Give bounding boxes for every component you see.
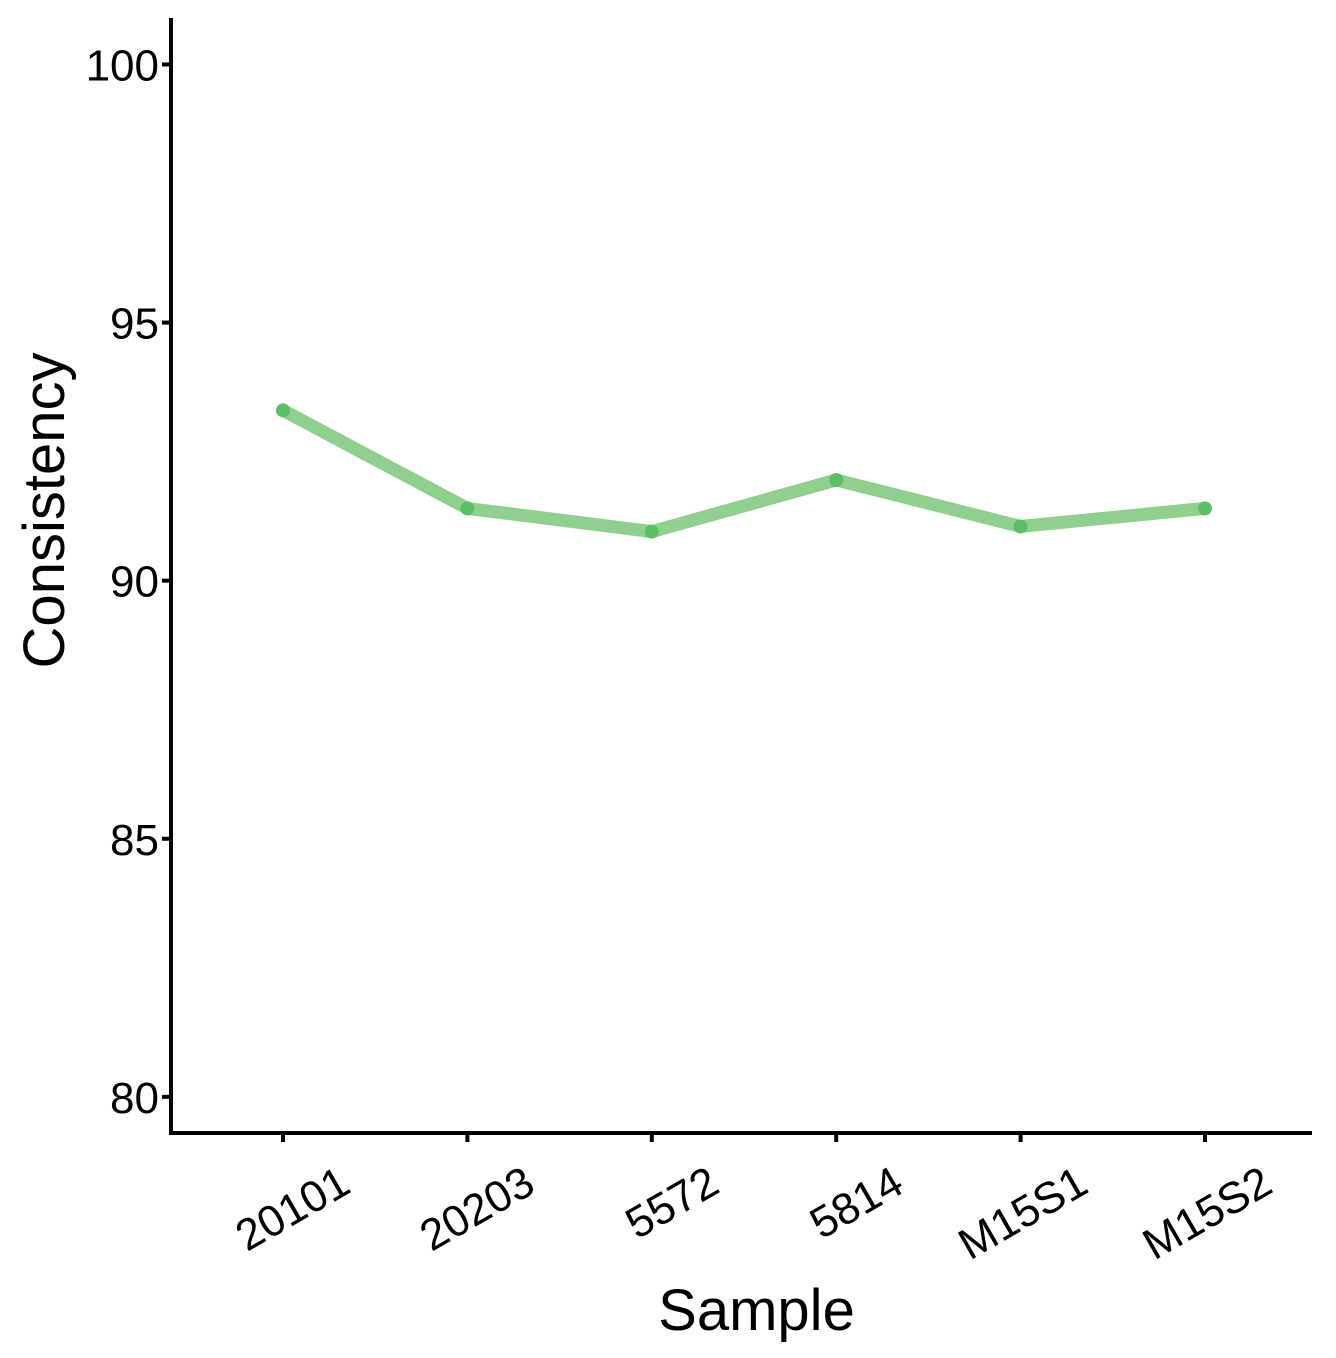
x-tick-label: M15S1: [950, 1157, 1095, 1269]
y-axis-title: Consistency: [12, 353, 77, 669]
x-tick-label: 20203: [412, 1157, 542, 1261]
data-point: [829, 473, 844, 488]
x-tick-label: 5572: [618, 1157, 727, 1248]
data-point: [276, 403, 290, 418]
y-tick-label: 80: [110, 1074, 159, 1123]
data-point: [644, 524, 659, 539]
series-line: [276, 403, 1212, 539]
x-axis-title: Sample: [658, 1278, 855, 1343]
x-axis-ticks: 20101 20203 5572 5814 M15S1 M15S2: [228, 1133, 1280, 1269]
y-tick-label: 90: [110, 558, 159, 607]
x-tick-label: M15S2: [1135, 1157, 1280, 1269]
data-point: [1013, 519, 1028, 534]
plot-area: [276, 403, 1212, 539]
y-tick-label: 95: [110, 300, 159, 349]
data-point: [460, 501, 475, 516]
y-tick-label: 100: [86, 41, 159, 90]
data-point: [1198, 501, 1212, 516]
y-tick-label: 85: [110, 816, 159, 865]
x-tick-label: 20101: [228, 1157, 358, 1261]
x-tick-label: 5814: [802, 1157, 911, 1248]
y-axis-ticks: 80 85 90 95 100: [86, 41, 171, 1123]
